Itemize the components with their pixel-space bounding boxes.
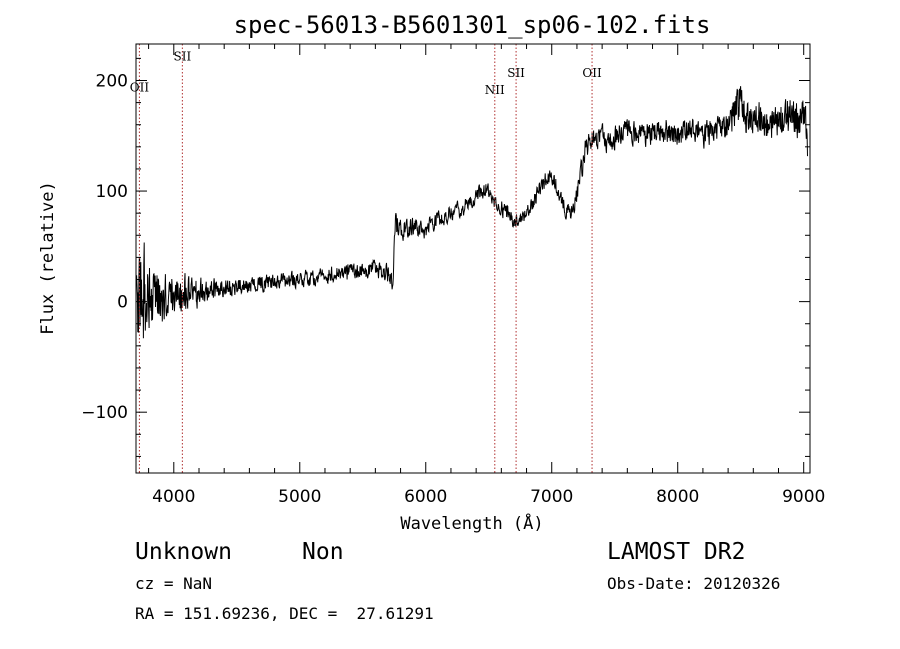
coordinates: RA = 151.69236, DEC = 27.61291 <box>135 604 434 623</box>
redshift-value: cz = NaN <box>135 574 213 593</box>
x-tick-label: 8000 <box>656 487 699 507</box>
emission-line-label: OII <box>130 81 150 95</box>
emission-line-label: NII <box>485 83 505 97</box>
y-axis: −100 0 100 200 <box>81 57 810 457</box>
emission-line-label: SII <box>174 50 192 64</box>
x-tick-label: 9000 <box>782 487 825 507</box>
emission-line-label: OII <box>582 66 602 80</box>
y-tick-label: −100 <box>81 403 128 423</box>
x-tick-label: 6000 <box>404 487 447 507</box>
survey-name: LAMOST DR2 <box>607 539 746 565</box>
x-tick-label: 5000 <box>278 487 321 507</box>
chart-title: spec-56013-B5601301_sp06-102.fits <box>234 11 711 39</box>
y-tick-label: 200 <box>96 71 128 91</box>
x-tick-label: 7000 <box>530 487 573 507</box>
plot-frame <box>135 43 811 474</box>
y-axis-label: Flux (relative) <box>38 181 58 335</box>
object-type: Unknown <box>135 539 232 565</box>
object-subtype: Non <box>302 539 344 565</box>
x-axis: 4000 5000 6000 7000 8000 9000 <box>148 44 825 507</box>
y-tick-label: 0 <box>117 293 128 313</box>
y-tick-label: 100 <box>96 182 128 202</box>
spectrum-series <box>136 86 808 339</box>
x-tick-label: 4000 <box>152 487 195 507</box>
emission-line-label: SII <box>507 66 525 80</box>
emission-line-markers <box>138 44 593 473</box>
spectrum-line <box>136 86 808 339</box>
obs-date: Obs-Date: 20120326 <box>607 574 781 593</box>
x-axis-label: Wavelength (Å) <box>400 512 543 534</box>
